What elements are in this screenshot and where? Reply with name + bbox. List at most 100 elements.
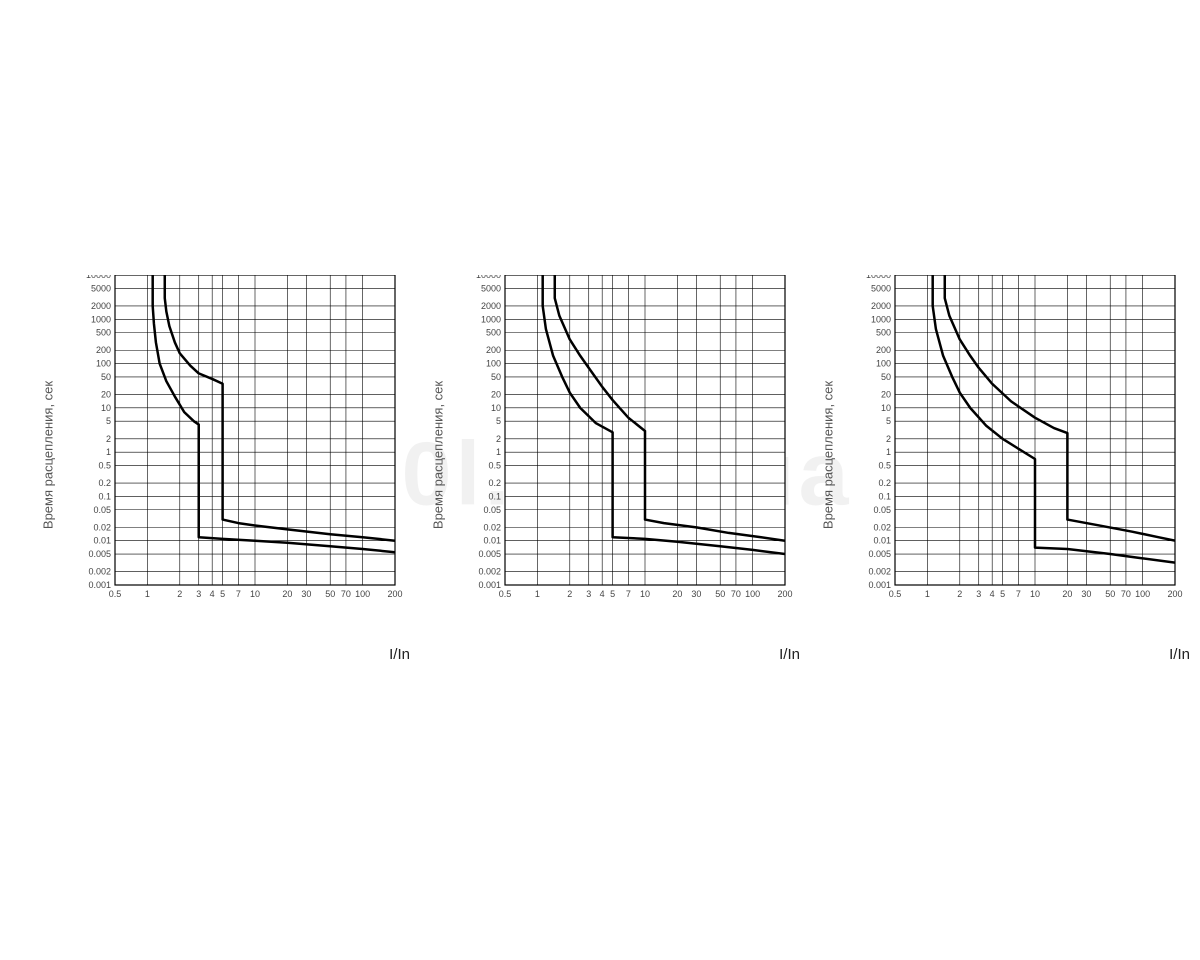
svg-text:0.05: 0.05	[93, 505, 111, 515]
svg-text:0.1: 0.1	[98, 491, 111, 501]
svg-text:2000: 2000	[91, 301, 111, 311]
svg-text:70: 70	[731, 589, 741, 599]
svg-text:2: 2	[886, 434, 891, 444]
svg-text:0.005: 0.005	[478, 549, 501, 559]
svg-text:0.05: 0.05	[873, 505, 891, 515]
svg-text:0.5: 0.5	[889, 589, 902, 599]
svg-text:5000: 5000	[481, 283, 501, 293]
svg-text:10: 10	[881, 403, 891, 413]
svg-text:2: 2	[106, 434, 111, 444]
x-axis-label: I/In	[389, 646, 410, 663]
svg-text:1: 1	[145, 589, 150, 599]
svg-text:0.002: 0.002	[478, 567, 501, 577]
svg-text:10000: 10000	[866, 275, 891, 280]
svg-text:0.002: 0.002	[88, 567, 111, 577]
x-axis-label: I/In	[1169, 646, 1190, 663]
svg-text:0.01: 0.01	[483, 536, 501, 546]
svg-text:2000: 2000	[481, 301, 501, 311]
svg-text:200: 200	[387, 589, 402, 599]
svg-text:4: 4	[990, 589, 995, 599]
svg-text:7: 7	[236, 589, 241, 599]
svg-text:20: 20	[491, 390, 501, 400]
svg-text:0.005: 0.005	[88, 549, 111, 559]
svg-text:0.05: 0.05	[483, 505, 501, 515]
svg-text:20: 20	[1062, 589, 1072, 599]
svg-text:2: 2	[496, 434, 501, 444]
svg-text:2: 2	[567, 589, 572, 599]
svg-text:3: 3	[976, 589, 981, 599]
svg-text:50: 50	[101, 372, 111, 382]
svg-text:500: 500	[876, 328, 891, 338]
y-axis-label: Время расцепления, сек	[41, 381, 56, 529]
svg-text:30: 30	[301, 589, 311, 599]
svg-text:0.001: 0.001	[478, 580, 501, 590]
svg-text:0.02: 0.02	[483, 522, 501, 532]
svg-text:70: 70	[341, 589, 351, 599]
chart-type-b: Время расцепления, сек I/In Тип B 0.5123…	[70, 275, 410, 635]
svg-text:50: 50	[325, 589, 335, 599]
svg-text:0.5: 0.5	[499, 589, 512, 599]
x-axis-label: I/In	[779, 646, 800, 663]
svg-text:5: 5	[496, 416, 501, 426]
svg-text:7: 7	[626, 589, 631, 599]
svg-text:0.001: 0.001	[868, 580, 891, 590]
chart-type-d: Время расцепления, сек I/In Тип D 0.5123…	[850, 275, 1190, 635]
svg-text:500: 500	[96, 328, 111, 338]
svg-text:1: 1	[496, 447, 501, 457]
svg-text:0.2: 0.2	[488, 478, 501, 488]
svg-text:5000: 5000	[871, 283, 891, 293]
svg-text:0.5: 0.5	[109, 589, 122, 599]
svg-text:3: 3	[586, 589, 591, 599]
svg-text:10000: 10000	[86, 275, 111, 280]
chart-svg-c: 0.512345710203050701002000.0010.0020.005…	[460, 275, 800, 615]
svg-text:4: 4	[600, 589, 605, 599]
svg-text:0.002: 0.002	[868, 567, 891, 577]
svg-text:1: 1	[925, 589, 930, 599]
svg-text:50: 50	[881, 372, 891, 382]
svg-text:20: 20	[881, 390, 891, 400]
svg-text:200: 200	[1167, 589, 1182, 599]
svg-text:5: 5	[106, 416, 111, 426]
svg-text:1: 1	[535, 589, 540, 599]
svg-text:100: 100	[355, 589, 370, 599]
svg-text:1000: 1000	[481, 314, 501, 324]
svg-text:10: 10	[491, 403, 501, 413]
svg-text:200: 200	[777, 589, 792, 599]
svg-text:2000: 2000	[871, 301, 891, 311]
svg-text:200: 200	[486, 345, 501, 355]
chart-type-c: Время расцепления, сек I/In Тип C 0.5123…	[460, 275, 800, 635]
svg-text:100: 100	[745, 589, 760, 599]
svg-text:500: 500	[486, 328, 501, 338]
svg-text:2: 2	[957, 589, 962, 599]
svg-text:20: 20	[101, 390, 111, 400]
y-axis-label: Время расцепления, сек	[431, 381, 446, 529]
svg-text:0.5: 0.5	[488, 460, 501, 470]
svg-text:4: 4	[210, 589, 215, 599]
svg-text:70: 70	[1121, 589, 1131, 599]
svg-text:5: 5	[610, 589, 615, 599]
svg-text:1000: 1000	[871, 314, 891, 324]
svg-text:10: 10	[101, 403, 111, 413]
y-axis-label: Время расцепления, сек	[821, 381, 836, 529]
svg-text:10000: 10000	[476, 275, 501, 280]
svg-text:20: 20	[672, 589, 682, 599]
svg-text:0.2: 0.2	[878, 478, 891, 488]
svg-text:200: 200	[96, 345, 111, 355]
svg-text:10: 10	[1030, 589, 1040, 599]
svg-text:0.001: 0.001	[88, 580, 111, 590]
svg-text:30: 30	[1081, 589, 1091, 599]
svg-text:100: 100	[96, 359, 111, 369]
svg-text:0.5: 0.5	[98, 460, 111, 470]
chart-svg-b: 0.5 1 2 34 5 7 10 20 30 50 70 100 200 0.001 0.002 0.005…	[70, 275, 410, 615]
svg-text:0.5: 0.5	[878, 460, 891, 470]
svg-text:0.1: 0.1	[878, 491, 891, 501]
svg-text:3: 3	[196, 589, 201, 599]
svg-text:1: 1	[106, 447, 111, 457]
charts-row: Время расцепления, сек I/In Тип B 0.5123…	[70, 275, 1190, 635]
svg-text:0.1: 0.1	[488, 491, 501, 501]
svg-text:50: 50	[1105, 589, 1115, 599]
svg-text:2: 2	[177, 589, 182, 599]
svg-text:1: 1	[886, 447, 891, 457]
page-root: 00l.com.ua Время расцепления, сек I/In Т…	[0, 0, 1200, 960]
svg-text:100: 100	[486, 359, 501, 369]
